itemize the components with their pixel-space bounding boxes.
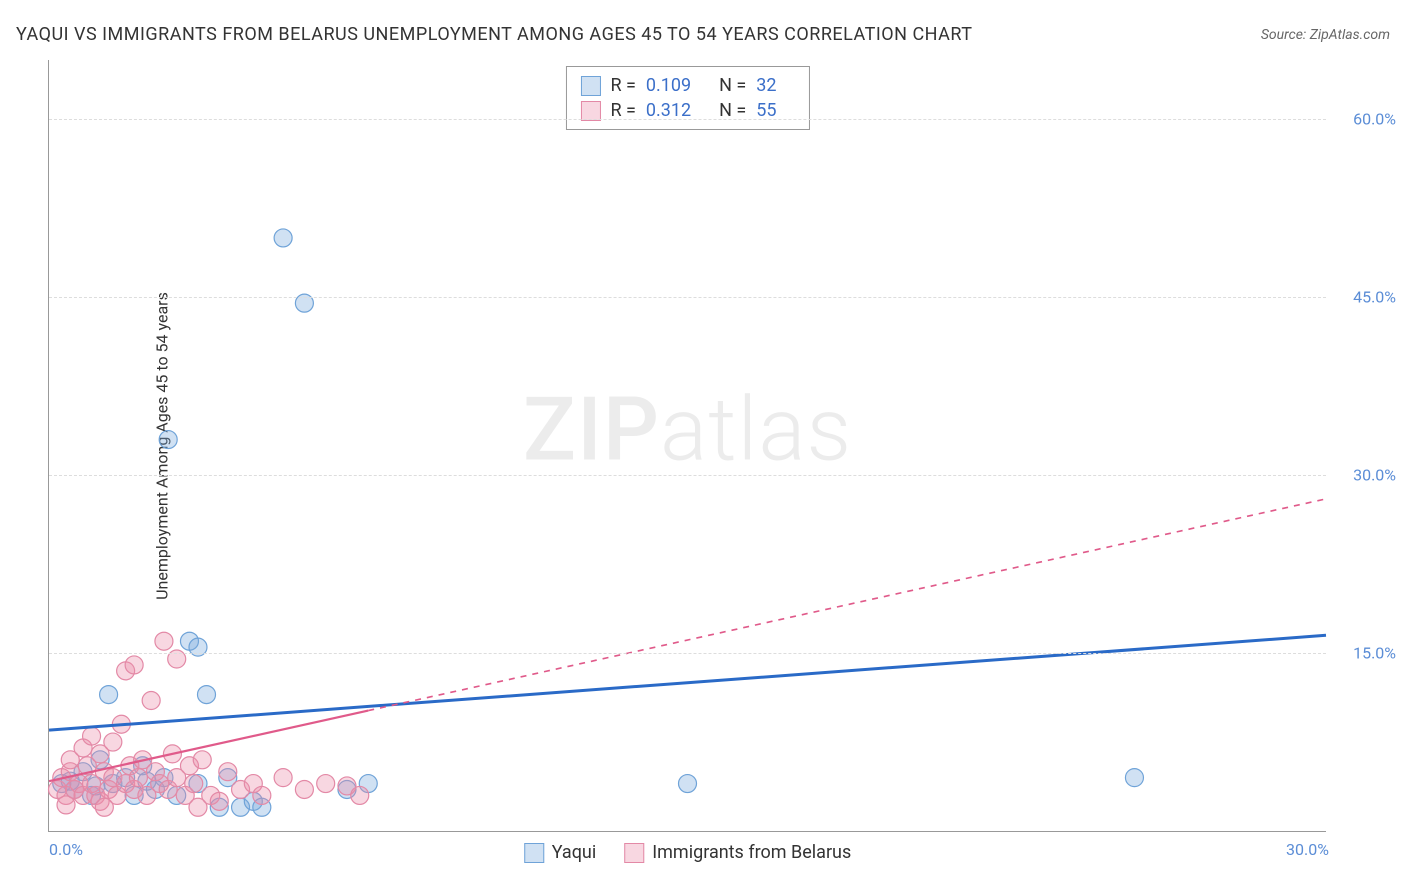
- legend-swatch: [524, 843, 544, 863]
- data-point: [295, 780, 313, 798]
- data-point: [159, 431, 177, 449]
- data-point: [274, 769, 292, 787]
- scatter-plot-svg: [49, 60, 1326, 831]
- chart-header: YAQUI VS IMMIGRANTS FROM BELARUS UNEMPLO…: [16, 24, 1390, 45]
- data-point: [142, 692, 160, 710]
- legend-label: Immigrants from Belarus: [652, 842, 851, 863]
- data-point: [210, 792, 228, 810]
- n-label: N =: [719, 75, 746, 96]
- data-point: [197, 686, 215, 704]
- y-tick-label: 45.0%: [1353, 288, 1396, 307]
- x-tick-label: 0.0%: [49, 840, 83, 859]
- y-tick-label: 15.0%: [1353, 644, 1396, 663]
- plot-area: ZIPatlas R = 0.109 N = 32 R = 0.312 N = …: [48, 60, 1326, 832]
- source-attribution: Source: ZipAtlas.com: [1261, 27, 1390, 43]
- data-point: [57, 796, 75, 814]
- data-point: [125, 656, 143, 674]
- data-point: [351, 786, 369, 804]
- data-point: [185, 775, 203, 793]
- r-label: R =: [610, 75, 635, 96]
- data-point: [83, 727, 101, 745]
- x-tick-label: 30.0%: [1286, 840, 1329, 859]
- legend-swatch: [580, 76, 600, 96]
- data-point: [155, 632, 173, 650]
- n-label: N =: [719, 100, 746, 121]
- gridline-h: [49, 653, 1326, 654]
- n-value: 55: [756, 100, 776, 121]
- legend-bottom: Yaqui Immigrants from Belarus: [524, 842, 852, 863]
- trend-line-extrapolated: [368, 499, 1326, 711]
- gridline-h: [49, 297, 1326, 298]
- chart-title: YAQUI VS IMMIGRANTS FROM BELARUS UNEMPLO…: [16, 24, 973, 45]
- n-value: 32: [756, 75, 776, 96]
- data-point: [129, 769, 147, 787]
- legend-stats-box: R = 0.109 N = 32 R = 0.312 N = 55: [565, 66, 809, 130]
- data-point: [95, 798, 113, 816]
- data-point: [253, 786, 271, 804]
- legend-swatch: [580, 101, 600, 121]
- legend-item: Immigrants from Belarus: [624, 842, 851, 863]
- r-value: 0.109: [646, 75, 691, 96]
- trend-line: [49, 635, 1326, 730]
- data-point: [104, 733, 122, 751]
- r-label: R =: [610, 100, 635, 121]
- legend-stats-row: R = 0.109 N = 32: [580, 73, 794, 98]
- y-tick-label: 60.0%: [1353, 110, 1396, 129]
- data-point: [317, 775, 335, 793]
- legend-label: Yaqui: [552, 842, 597, 863]
- r-value: 0.312: [646, 100, 691, 121]
- data-point: [1125, 769, 1143, 787]
- legend-item: Yaqui: [524, 842, 597, 863]
- data-point: [100, 686, 118, 704]
- y-tick-label: 30.0%: [1353, 466, 1396, 485]
- data-point: [193, 751, 211, 769]
- data-point: [679, 775, 697, 793]
- data-point: [274, 229, 292, 247]
- gridline-h: [49, 475, 1326, 476]
- gridline-h: [49, 119, 1326, 120]
- legend-swatch: [624, 843, 644, 863]
- data-point: [219, 763, 237, 781]
